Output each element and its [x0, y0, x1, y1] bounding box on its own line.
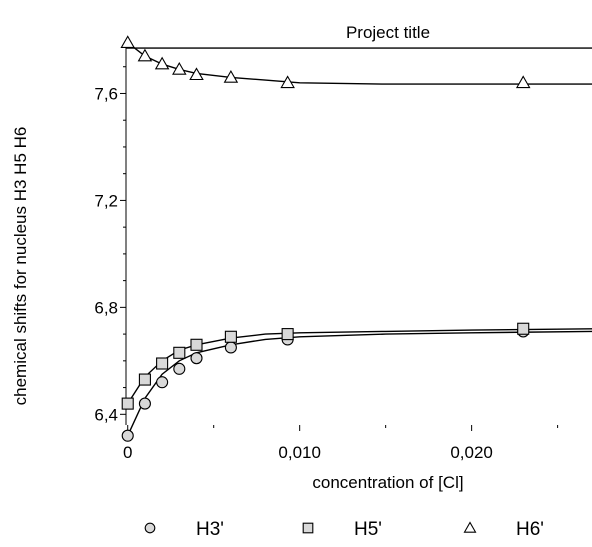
legend-marker-triangle — [463, 521, 477, 533]
x-axis-title: concentration of [Cl] — [312, 473, 463, 492]
y-axis-title: chemical shifts for nucleus H3 H5 H6 — [11, 127, 30, 406]
legend-label: H3' — [196, 519, 224, 540]
data-point-square — [517, 322, 530, 335]
y-tick-label: 6,4 — [94, 405, 118, 424]
data-point-circle — [190, 352, 203, 365]
y-tick-label: 6,8 — [94, 298, 118, 317]
legend-label: H6' — [516, 519, 544, 540]
x-tick-label: 0,020 — [450, 443, 493, 462]
data-point-triangle — [280, 75, 295, 89]
y-tick-label: 7,2 — [94, 191, 118, 210]
data-point-square — [281, 328, 294, 341]
data-point-circle — [121, 429, 134, 442]
y-tick-label: 7,6 — [94, 84, 118, 103]
data-points — [120, 35, 531, 442]
x-tick-label: 0 — [123, 443, 132, 462]
data-point-square — [224, 330, 237, 343]
chart-title: Project title — [346, 23, 430, 42]
x-axis-ticks: 0 0,010 0,020 — [123, 425, 559, 462]
plot-area: 6,4 6,8 7,2 7,6 0 0,010 0,020 — [94, 35, 592, 462]
data-point-triangle — [137, 48, 153, 62]
data-point-circle — [138, 397, 151, 410]
data-point-square — [190, 338, 203, 351]
data-point-square — [173, 346, 186, 359]
legend-marker-circle — [144, 522, 156, 534]
legend-label: H5' — [354, 519, 382, 540]
data-point-triangle — [120, 35, 135, 48]
fit-curves — [126, 42, 592, 436]
data-point-square — [138, 373, 151, 386]
x-tick-label: 0,010 — [278, 443, 321, 462]
data-point-circle — [156, 376, 169, 389]
y-axis-ticks: 6,4 6,8 7,2 7,6 — [94, 66, 126, 424]
legend: H3' H5' H6' — [144, 519, 544, 540]
data-point-circle — [173, 362, 186, 375]
legend-marker-square — [302, 522, 314, 534]
data-point-square — [156, 357, 169, 370]
data-point-triangle — [189, 67, 204, 81]
data-point-square — [121, 397, 134, 410]
data-point-triangle — [223, 69, 239, 83]
data-point-triangle — [515, 75, 531, 89]
data-point-triangle — [154, 56, 170, 70]
data-point-circle — [224, 341, 237, 354]
data-point-triangle — [172, 61, 187, 75]
